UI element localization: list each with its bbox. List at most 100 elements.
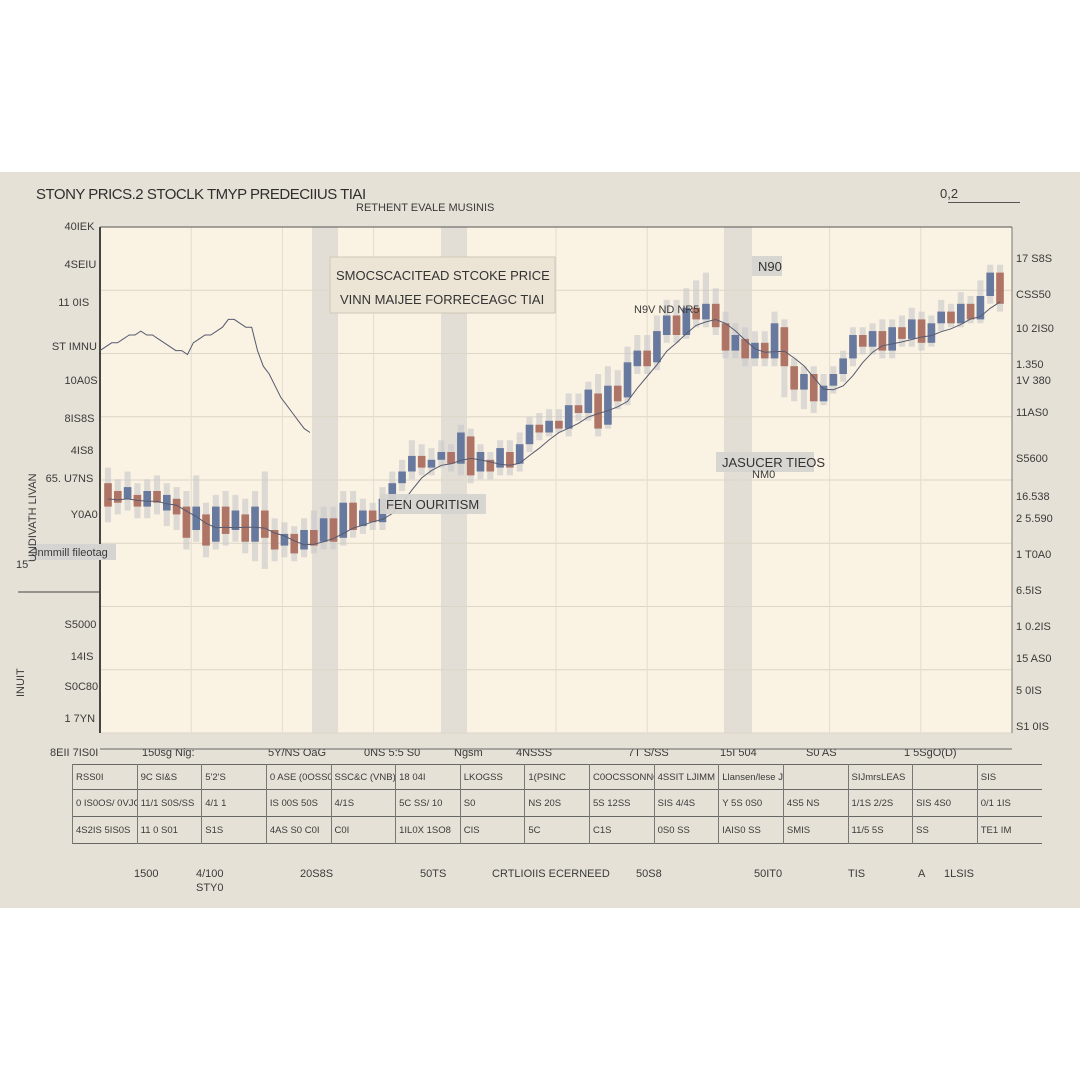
y-right-tick-label: 16.538 bbox=[1016, 491, 1050, 503]
annotation-mid-label: N9V ND NR5 bbox=[634, 304, 699, 316]
candle-body bbox=[692, 307, 700, 320]
candle-body bbox=[368, 510, 377, 523]
candle-body bbox=[790, 366, 798, 390]
candle-body bbox=[907, 319, 916, 339]
table-cell: 5C SS/ 10 bbox=[395, 789, 461, 817]
annotation-box-3: JASUCER TIEOS bbox=[722, 455, 825, 470]
footer-label-11: 1LSIS bbox=[944, 868, 974, 880]
candle-body bbox=[594, 393, 602, 429]
table-cell: IAIS0 SS bbox=[718, 816, 784, 844]
candle-body bbox=[760, 342, 769, 359]
annotation-left-bg bbox=[30, 544, 116, 560]
table-cell: SIS 4S0 bbox=[912, 789, 978, 817]
candle-body bbox=[839, 358, 847, 374]
candle-body bbox=[398, 471, 406, 484]
y-left-tick-label: 65. U7NS bbox=[46, 473, 94, 485]
y-left-tick-label: 10A0S bbox=[65, 375, 98, 387]
candle-body bbox=[388, 483, 397, 503]
y-left-tick-label: 1 7YN bbox=[65, 713, 96, 725]
candle-body bbox=[329, 518, 338, 542]
table-cell: 11/1 S0S/SS bbox=[136, 789, 202, 817]
y-right-tick-label: 5 0IS bbox=[1016, 685, 1042, 697]
footer-label-6: CRTLIOIIS ECERNEED bbox=[492, 868, 610, 880]
table-cell: 1(PSINC bbox=[524, 764, 590, 790]
y-right-tick-label: S1 0IS bbox=[1016, 721, 1049, 733]
y-left-tick-label: 4IS8 bbox=[71, 445, 94, 457]
candle-body bbox=[702, 303, 710, 320]
candle-body bbox=[604, 385, 612, 425]
y-right-tick-label: 11AS0 bbox=[1016, 407, 1048, 419]
candle-body bbox=[858, 335, 867, 347]
candle-body bbox=[290, 533, 299, 554]
annotation-box-4: N90 bbox=[758, 259, 782, 274]
candle-body bbox=[780, 327, 789, 367]
candle-body bbox=[633, 350, 642, 367]
x-tick-label: 4NSSS bbox=[516, 747, 552, 759]
footer-row: 1500 4/100 STY0 20S8S 50TS CRTLIOIIS ECE… bbox=[0, 862, 1080, 894]
table-cell: NS 20S bbox=[524, 789, 590, 817]
annotation-box-1-line-1: SMOCSCACITEAD STCOKE PRICE bbox=[336, 268, 550, 283]
candle-body bbox=[143, 491, 152, 507]
table-cell: SSC&C (VNB) bbox=[330, 764, 396, 790]
candle-body bbox=[662, 315, 671, 335]
chart-title: STONY PRICS.2 STOCLK TMYP PREDECIIUS TIA… bbox=[36, 186, 366, 203]
candle-body bbox=[947, 311, 955, 324]
candle-body bbox=[751, 342, 759, 359]
candle-body bbox=[466, 436, 475, 476]
candle-body bbox=[809, 374, 818, 402]
candle-body bbox=[525, 424, 534, 445]
table-cell: 4/1 1 bbox=[201, 789, 267, 817]
candle-body bbox=[182, 506, 191, 538]
footer-label-3: STY0 bbox=[196, 882, 224, 894]
y-right-tick-label: S5600 bbox=[1016, 453, 1048, 465]
y-left-tick-label: Y0A0 bbox=[71, 509, 98, 521]
y-left-tick-label: S0C80 bbox=[65, 681, 99, 693]
candle-body bbox=[261, 510, 269, 538]
annotation-left-label: Jnmmill fileotag bbox=[32, 547, 108, 559]
candle-body bbox=[349, 502, 357, 530]
y-left-tick-label: 15 bbox=[16, 559, 28, 571]
table-cell: SS bbox=[912, 816, 978, 844]
candle-body bbox=[996, 272, 1004, 304]
table-cell: 4AS S0 C0I bbox=[265, 816, 331, 844]
candle-body bbox=[555, 420, 563, 429]
table-cell: 0/1 1IS bbox=[976, 789, 1042, 817]
annotation-box-3-small: NM0 bbox=[752, 469, 775, 481]
table-cell: 4S2IS 5IS0S bbox=[72, 816, 138, 844]
y-right-tick-label: 17 S8S bbox=[1016, 253, 1052, 265]
y-right-tick-label: 1V 380 bbox=[1016, 375, 1051, 387]
table-cell: 4S5 NS bbox=[782, 789, 848, 817]
candle-body bbox=[113, 491, 122, 503]
table-row: 4S2IS 5IS0S 11 0 S01 S1S 4AS S0 C0I C0I 1IL0X… bbox=[72, 816, 1042, 844]
table-cell: 1IL0X 1SO8 bbox=[395, 816, 461, 844]
candle-body bbox=[447, 452, 455, 464]
table-cell: Y 5S 0S0 bbox=[718, 789, 784, 817]
candle-body bbox=[417, 455, 426, 468]
candle-body bbox=[437, 452, 446, 460]
annotation-box-1-bg bbox=[329, 256, 556, 314]
candle-body bbox=[770, 323, 779, 359]
table-cell: 5'2'S bbox=[201, 764, 267, 790]
table-cell: RSS0I bbox=[72, 764, 138, 790]
candle-body bbox=[564, 405, 573, 429]
candle-body bbox=[408, 455, 416, 472]
y-left-tick-label: 4SEIU bbox=[65, 259, 97, 271]
table-cell: S1S bbox=[201, 816, 267, 844]
table-cell: SMIS bbox=[782, 816, 848, 844]
candle-body bbox=[515, 444, 524, 464]
table-cell: IS 00S 50S bbox=[265, 789, 331, 817]
candle-body bbox=[711, 303, 720, 328]
candle-body bbox=[682, 307, 691, 335]
table-cell: 11/5 5S bbox=[847, 816, 913, 844]
candle-body bbox=[898, 327, 906, 339]
y-left-tick-label: 14IS bbox=[71, 651, 94, 663]
candle-body bbox=[123, 487, 132, 499]
table-row: 0 IS0OS/ 0VJO00SS11/1 S0S/SS4/1 1IS 00S … bbox=[72, 789, 1042, 817]
table-cell: SIJmrsLEAS bbox=[847, 764, 913, 790]
table-cell: 18 04I bbox=[395, 764, 461, 790]
candle-body bbox=[643, 350, 651, 367]
chart-sheet: STONY PRICS.2 STOCLK TMYP PREDECIIUS TIA… bbox=[0, 172, 1080, 908]
candle-body bbox=[221, 506, 230, 534]
